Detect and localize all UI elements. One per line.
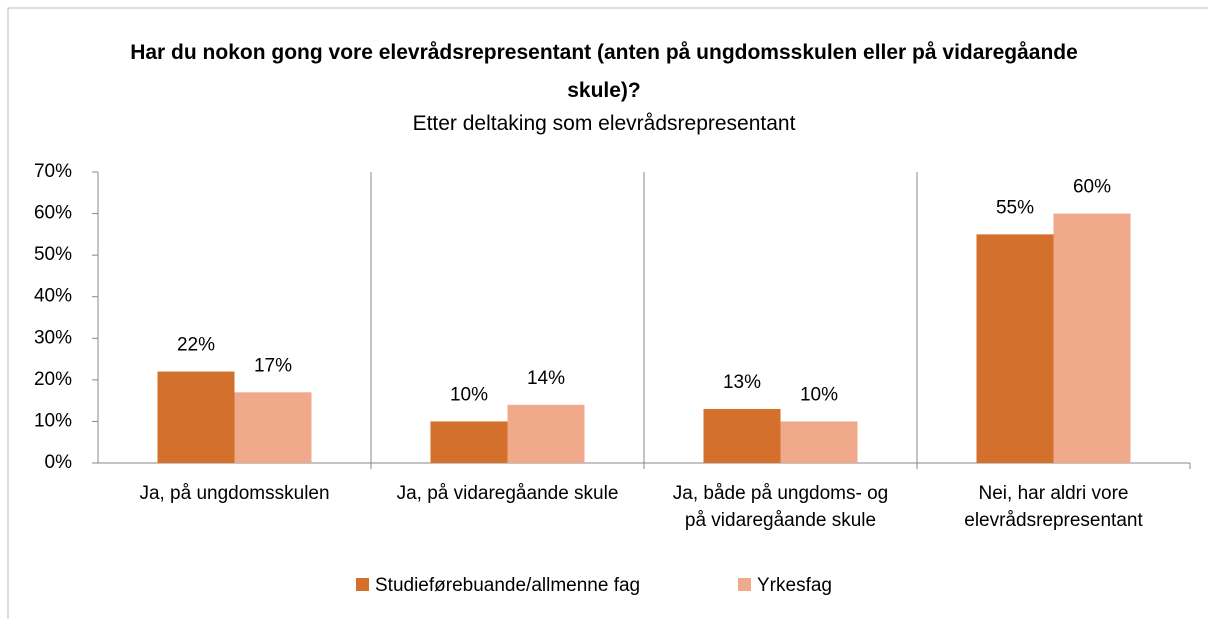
legend-label: Studieførebuande/allmenne fag — [375, 575, 640, 596]
legend-swatch — [356, 578, 369, 591]
y-tick-label: 30% — [34, 327, 72, 348]
bar — [430, 421, 508, 463]
x-tick-label: Ja, på ungdomsskulen — [139, 483, 330, 504]
x-tick-label: Ja, både på ungdoms- og på vidaregåande … — [672, 483, 889, 531]
bar — [234, 392, 312, 463]
value-label: 13% — [723, 372, 761, 393]
legend-label: Yrkesfag — [757, 575, 832, 596]
bar — [507, 404, 585, 463]
chart-title: Har du nokon gong vore elevrådsrepresent… — [130, 41, 1078, 102]
value-label: 10% — [450, 384, 488, 405]
y-tick-label: 20% — [34, 369, 72, 390]
value-label: 22% — [177, 335, 215, 356]
bar — [1053, 213, 1131, 463]
value-label: 14% — [527, 368, 565, 389]
bar — [780, 421, 858, 463]
bar — [976, 234, 1054, 463]
y-tick-label: 40% — [34, 286, 72, 307]
x-tick-label: Nei, har aldri vore elevrådsrepresentant — [964, 483, 1143, 531]
x-tick-label: Ja, på vidaregåande skule — [396, 483, 619, 504]
y-tick-label: 60% — [34, 203, 72, 224]
y-tick-label: 0% — [45, 452, 73, 473]
bar — [157, 371, 235, 463]
legend-swatch — [738, 578, 751, 591]
y-tick-label: 10% — [34, 410, 72, 431]
value-label: 55% — [996, 197, 1034, 218]
value-label: 17% — [254, 355, 292, 376]
value-label: 60% — [1073, 177, 1111, 198]
chart-subtitle: Etter deltaking som elevrådsrepresentant — [412, 112, 796, 135]
y-tick-label: 70% — [34, 161, 72, 182]
y-tick-label: 50% — [34, 244, 72, 265]
chart-border — [7, 7, 1208, 619]
bar — [703, 408, 781, 463]
value-label: 10% — [800, 384, 838, 405]
